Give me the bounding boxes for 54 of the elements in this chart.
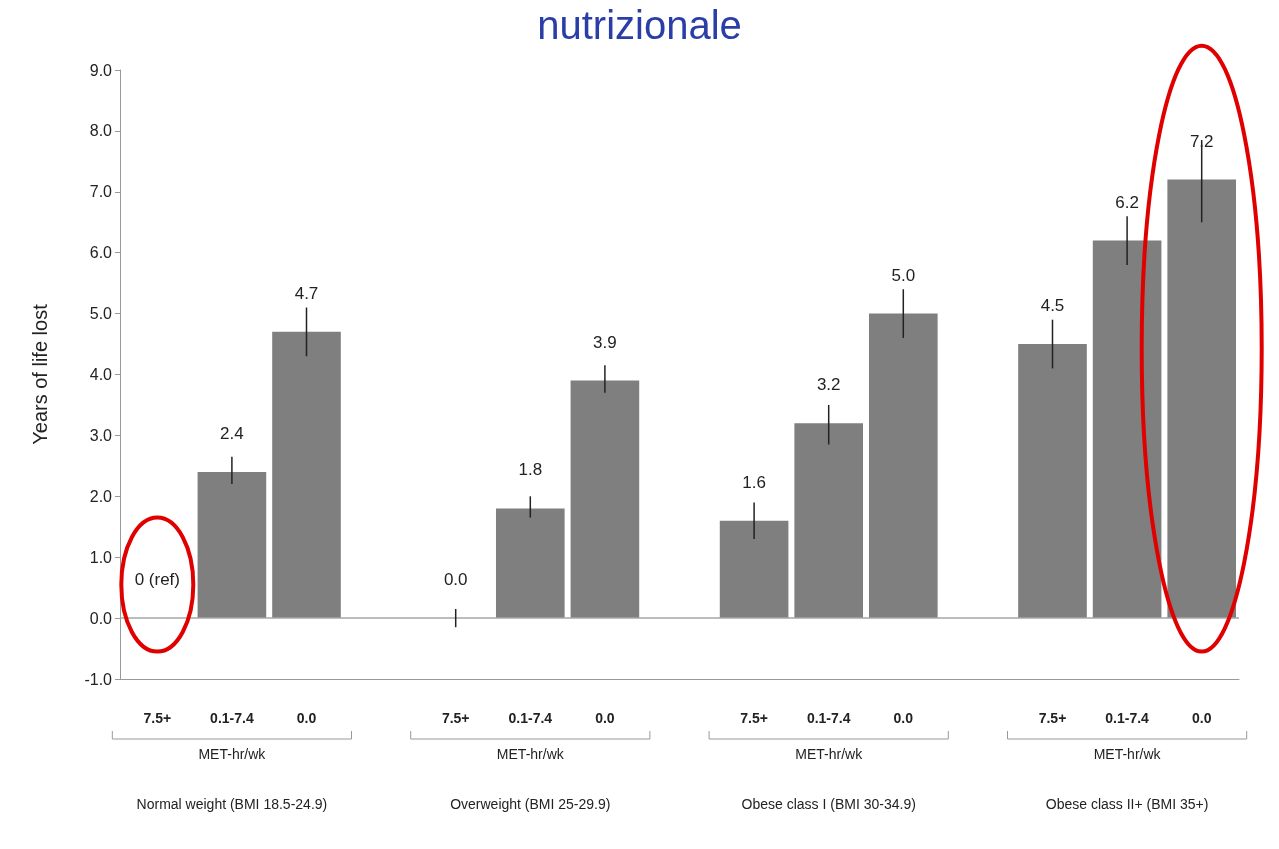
text: Obese class II+ (BMI 35+) (1045, 796, 1209, 812)
data-label: 4.5 (1040, 296, 1065, 316)
y-tick-label: 1.0 (89, 548, 113, 566)
y-tick-label: 3.0 (89, 426, 113, 444)
x-tick-label: 7.5+ (441, 710, 470, 726)
x-tick-label: 0.1-7.4 (806, 710, 851, 726)
text: Overweight (BMI 25-29.9) (450, 796, 611, 812)
bar (868, 313, 938, 619)
text: Normal weight (BMI 18.5-24.9) (136, 796, 328, 812)
y-tick-label: 9.0 (89, 61, 113, 79)
bar (794, 423, 864, 619)
text: Obese class I (BMI 30-34.9) (741, 796, 916, 812)
bar (272, 331, 341, 619)
text: MET-hr/wk (795, 746, 864, 762)
y-tick-label: 4.0 (89, 366, 113, 383)
x-tick-label: 0.0 (893, 710, 914, 726)
y-axis-title: Years of life lost (29, 303, 51, 445)
data-label: 2.4 (220, 423, 244, 443)
data-label: 0.0 (443, 570, 468, 590)
x-tick-label: 0.1-7.4 (210, 710, 254, 726)
bar (1167, 179, 1237, 619)
x-tick-label: 0.1-7.4 (1105, 710, 1150, 726)
data-label: 4.7 (294, 283, 319, 303)
x-tick-label: 7.5+ (740, 710, 768, 726)
text: MET-hr/wk (198, 746, 267, 762)
bar (1018, 344, 1087, 619)
y-tick-label: 6.0 (89, 244, 113, 262)
text: MET-hr/wk (496, 746, 565, 762)
data-label: 1.6 (742, 472, 766, 492)
bar (570, 380, 640, 619)
x-tick-label: 0.0 (296, 710, 317, 726)
x-tick-label: 0.1-7.4 (508, 710, 553, 726)
y-tick-label: 2.0 (89, 487, 113, 505)
data-label: 3.2 (816, 375, 841, 395)
y-tick-label: 7.0 (89, 183, 113, 201)
x-tick-label: 0.0 (595, 710, 615, 726)
data-label: 3.9 (593, 332, 617, 352)
bar (1092, 240, 1162, 619)
data-label: 0 (ref) (134, 570, 180, 590)
x-tick-label: 7.5+ (1038, 710, 1067, 726)
text: MET-hr/wk (1093, 746, 1162, 762)
data-label: 1.8 (518, 460, 543, 480)
data-label: 6.2 (1115, 192, 1139, 212)
y-tick-label: 5.0 (89, 305, 113, 323)
y-tick-label: 0.0 (89, 609, 113, 627)
chart-title: nutrizionale (537, 3, 742, 47)
y-tick-label: -1.0 (84, 670, 113, 688)
bar (495, 508, 565, 619)
x-tick-label: 7.5+ (143, 710, 172, 726)
bar (719, 520, 789, 619)
y-tick-label: 8.0 (89, 122, 113, 140)
x-tick-label: 0.0 (1191, 710, 1212, 726)
data-label: 5.0 (891, 265, 916, 285)
data-label: 7.2 (1189, 131, 1214, 151)
